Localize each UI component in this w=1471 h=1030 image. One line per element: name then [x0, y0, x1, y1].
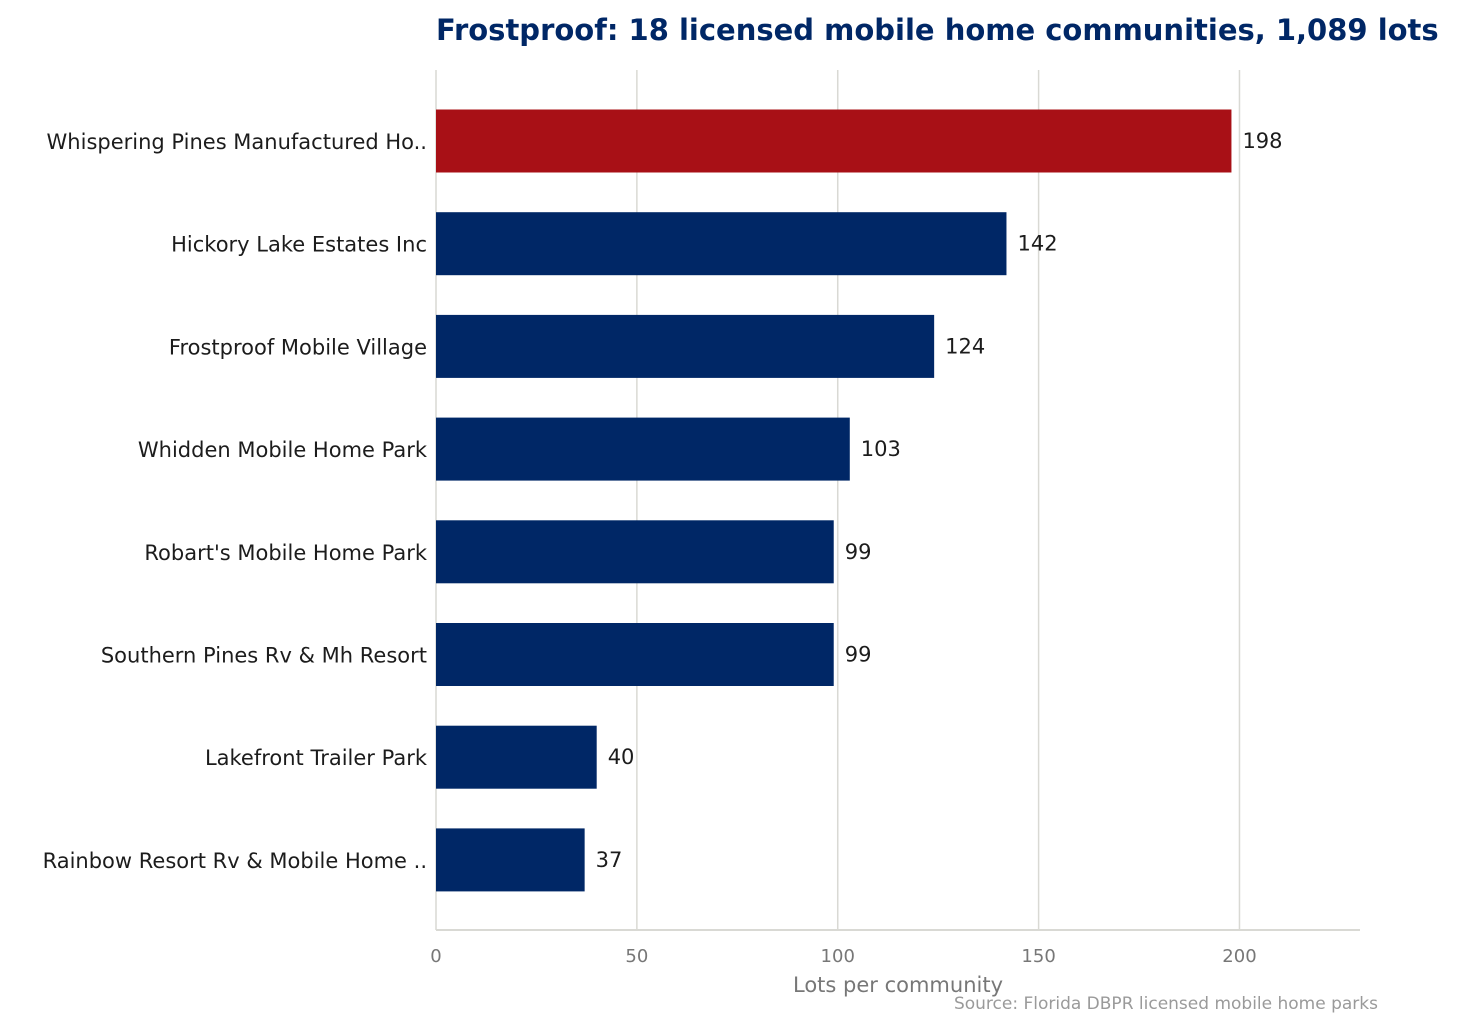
value-label: 40: [608, 745, 635, 769]
bar: [436, 623, 834, 686]
bar: [436, 314, 935, 378]
bar: [436, 109, 1232, 173]
category-label: Whispering Pines Manufactured Ho..: [47, 130, 427, 154]
category-label: Rainbow Resort Rv & Mobile Home ..: [43, 849, 427, 873]
bar: [436, 520, 834, 584]
bar: [436, 828, 585, 892]
value-label: 99: [845, 643, 872, 667]
x-axis: 0 50 100 150 200: [430, 929, 1360, 967]
category-label: Whidden Mobile Home Park: [138, 438, 428, 462]
x-tick-label: 0: [430, 946, 441, 967]
x-tick-label: 150: [1021, 946, 1055, 967]
x-tick-label: 50: [625, 946, 648, 967]
value-label: 142: [1017, 232, 1057, 256]
x-tick-label: 200: [1222, 946, 1256, 967]
category-label: Lakefront Trailer Park: [205, 746, 428, 770]
gridlines: [435, 70, 1241, 930]
category-label: Southern Pines Rv & Mh Resort: [101, 644, 427, 668]
value-label: 103: [861, 437, 901, 461]
category-label: Robart's Mobile Home Park: [144, 541, 427, 565]
value-label: 99: [845, 540, 872, 564]
value-label: 198: [1242, 129, 1282, 153]
chart-title: Frostproof: 18 licensed mobile home comm…: [436, 13, 1439, 47]
category-label: Hickory Lake Estates Inc: [171, 233, 427, 257]
x-tick-label: 100: [821, 946, 855, 967]
bars: Whispering Pines Manufactured Ho.. 198 Hic…: [43, 109, 1283, 892]
bar: [436, 725, 597, 789]
bar: [436, 212, 1007, 276]
category-label: Frostproof Mobile Village: [169, 335, 427, 359]
x-axis-title: Lots per community: [793, 973, 1003, 997]
source-note: Source: Florida DBPR licensed mobile hom…: [954, 994, 1378, 1014]
value-label: 37: [596, 848, 623, 872]
value-label: 124: [945, 334, 985, 358]
bar: [436, 417, 850, 481]
